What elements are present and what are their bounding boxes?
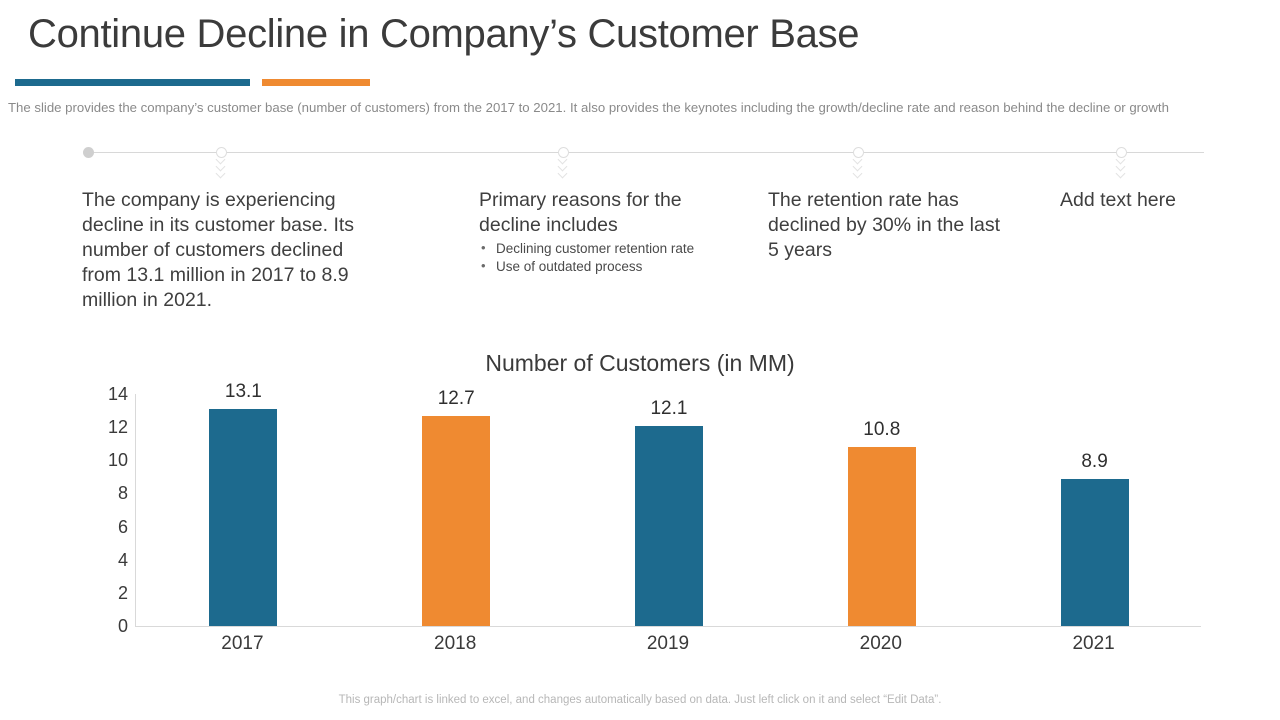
chart-plot-area: 13.1 12.7 12.1 10.8 8.9 <box>135 381 1201 627</box>
chevron-down-icon <box>853 170 863 175</box>
x-axis-tick-label: 2021 <box>1072 633 1115 654</box>
list-item: Use of outdated process <box>479 257 714 276</box>
timeline-line <box>88 152 1204 153</box>
y-axis-tick-label: 14 <box>107 384 128 404</box>
chart-bar[interactable]: 13.1 <box>209 381 278 626</box>
chevron-down-icon <box>558 156 568 161</box>
x-axis-tick-label: 2017 <box>221 633 264 654</box>
title-accent-rules <box>15 79 415 86</box>
keynote-column-1: The company is experiencing decline in i… <box>82 188 382 315</box>
y-axis-tick-label: 4 <box>117 549 128 570</box>
chevron-down-icon <box>1116 163 1126 168</box>
bar-value-label: 8.9 <box>1081 450 1108 472</box>
bar-slot: 13.1 <box>137 381 350 626</box>
keynote-bullet-list: Declining customer retention rate Use of… <box>479 239 714 276</box>
bar-slot: 8.9 <box>988 394 1201 626</box>
y-axis-tick-label: 2 <box>117 582 128 603</box>
y-axis-tick-label: 12 <box>107 417 128 438</box>
accent-rule-orange <box>262 79 370 86</box>
timeline-marker-2[interactable] <box>554 145 572 183</box>
chart-y-axis-labels: 0 2 4 6 8 10 12 14 <box>86 385 128 635</box>
bar-value-label: 10.8 <box>863 419 901 441</box>
chart-bar[interactable]: 10.8 <box>847 419 916 626</box>
chevron-down-icon <box>1116 170 1126 175</box>
x-axis-tick-label: 2018 <box>434 633 477 654</box>
chevron-down-icon <box>853 156 863 161</box>
keynote-heading: Add text here <box>1060 189 1176 211</box>
timeline <box>80 145 1204 185</box>
chart-bar[interactable]: 12.1 <box>634 398 703 626</box>
keynote-column-2: Primary reasons for the decline includes… <box>479 188 714 276</box>
timeline-marker-1[interactable] <box>212 145 230 183</box>
chart-bars: 13.1 12.7 12.1 10.8 8.9 <box>137 381 1201 626</box>
x-axis-tick-label: 2020 <box>859 633 902 654</box>
chart-x-axis-labels: 2017 2018 2019 2020 2021 <box>136 633 1200 655</box>
chevron-down-icon <box>1116 156 1126 161</box>
chart-footer-note: This graph/chart is linked to excel, and… <box>338 694 942 706</box>
bar-value-label: 12.7 <box>437 387 475 409</box>
timeline-marker-3[interactable] <box>849 145 867 183</box>
chart-title: Number of Customers (in MM) <box>485 350 795 376</box>
bar-slot: 12.7 <box>350 388 563 626</box>
keynote-columns: The company is experiencing decline in i… <box>0 188 1280 318</box>
chevron-down-icon <box>216 163 226 168</box>
y-axis-tick-label: 0 <box>117 616 128 636</box>
chart-bar[interactable]: 8.9 <box>1060 451 1129 626</box>
chart-bar[interactable]: 12.7 <box>422 388 491 626</box>
keynote-heading: The company is experiencing decline in i… <box>82 189 355 311</box>
slide-subtext: The slide provides the company’s custome… <box>8 100 1169 115</box>
x-axis-tick-label: 2019 <box>646 633 690 654</box>
customers-bar-chart[interactable]: Number of Customers (in MM) 0 2 4 6 8 10 12 14 … <box>0 350 1280 680</box>
bar-slot: 10.8 <box>775 394 988 626</box>
accent-rule-blue <box>15 79 250 86</box>
y-axis-tick-label: 8 <box>117 483 128 504</box>
list-item: Declining customer retention rate <box>479 239 714 258</box>
y-axis-tick-label: 6 <box>117 516 128 537</box>
timeline-start-dot-icon <box>83 147 94 158</box>
y-axis-tick-label: 10 <box>107 450 128 471</box>
bar-value-label: 12.1 <box>650 397 688 419</box>
keynote-heading: Primary reasons for the decline includes <box>479 189 682 236</box>
chevron-down-icon <box>853 163 863 168</box>
chevron-down-icon <box>216 156 226 161</box>
keynote-column-3: The retention rate has declined by 30% i… <box>768 188 1003 265</box>
keynote-heading: The retention rate has declined by 30% i… <box>768 189 1000 261</box>
chevron-down-icon <box>558 170 568 175</box>
page-title: Continue Decline in Company’s Customer B… <box>28 12 860 56</box>
timeline-marker-4[interactable] <box>1112 145 1130 183</box>
keynote-column-4[interactable]: Add text here <box>1060 188 1220 215</box>
chevron-down-icon <box>558 163 568 168</box>
bar-value-label: 13.1 <box>224 380 262 402</box>
bar-slot: 12.1 <box>563 394 776 626</box>
chevron-down-icon <box>216 170 226 175</box>
